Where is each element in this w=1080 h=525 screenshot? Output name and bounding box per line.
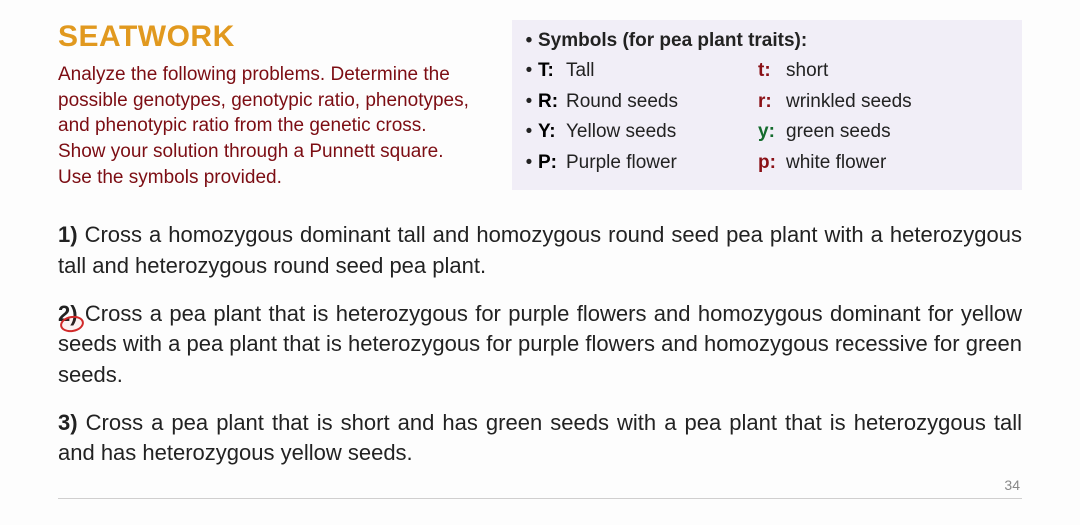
problem-1: 1) Cross a homozygous dominant tall and … <box>58 220 1022 281</box>
recessive-symbol: t: <box>758 56 780 86</box>
recessive-trait: white flower <box>786 148 886 178</box>
symbol-row: • Y: Yellow seeds y: green seeds <box>520 117 1014 147</box>
symbol-row: • T: Tall t: short <box>520 56 1014 86</box>
recessive-col: t: short <box>758 56 1014 86</box>
symbols-header: Symbols (for pea plant traits): <box>538 26 807 56</box>
recessive-col: y: green seeds <box>758 117 1014 147</box>
problem-number: 3) <box>58 410 78 435</box>
dominant-trait: Yellow seeds <box>566 117 676 147</box>
recessive-col: r: wrinkled seeds <box>758 87 1014 117</box>
symbols-header-row: • Symbols (for pea plant traits): <box>520 26 1014 56</box>
top-row: SEATWORK Analyze the following problems.… <box>58 20 1022 190</box>
problem-2: 2) Cross a pea plant that is heterozygou… <box>58 299 1022 390</box>
instructions-text: Analyze the following problems. Determin… <box>58 62 478 190</box>
symbol-row: • R: Round seeds r: wrinkled seeds <box>520 87 1014 117</box>
footer-divider <box>58 498 1022 499</box>
symbols-box: • Symbols (for pea plant traits): • T: T… <box>512 20 1022 190</box>
dominant-col: P: Purple flower <box>538 148 758 178</box>
problems-list: 1) Cross a homozygous dominant tall and … <box>58 220 1022 469</box>
dominant-col: T: Tall <box>538 56 758 86</box>
recessive-trait: green seeds <box>786 117 891 147</box>
recessive-col: p: white flower <box>758 148 1014 178</box>
dominant-trait: Tall <box>566 56 595 86</box>
dominant-symbol: P: <box>538 148 560 178</box>
problem-3: 3) Cross a pea plant that is short and h… <box>58 408 1022 469</box>
bullet-icon: • <box>520 26 538 56</box>
recessive-symbol: r: <box>758 87 780 117</box>
intro-column: SEATWORK Analyze the following problems.… <box>58 20 478 190</box>
bullet-icon: • <box>520 117 538 147</box>
recessive-symbol: p: <box>758 148 780 178</box>
dominant-trait: Purple flower <box>566 148 677 178</box>
recessive-trait: short <box>786 56 828 86</box>
page-number: 34 <box>1004 477 1020 493</box>
problem-number: 1) <box>58 222 78 247</box>
bullet-icon: • <box>520 148 538 178</box>
recessive-trait: wrinkled seeds <box>786 87 912 117</box>
page: SEATWORK Analyze the following problems.… <box>0 0 1080 525</box>
problem-text: Cross a pea plant that is short and has … <box>58 410 1022 465</box>
problem-number: 2) <box>58 301 78 326</box>
bullet-icon: • <box>520 56 538 86</box>
dominant-trait: Round seeds <box>566 87 678 117</box>
bullet-icon: • <box>520 87 538 117</box>
symbol-row: • P: Purple flower p: white flower <box>520 148 1014 178</box>
dominant-col: R: Round seeds <box>538 87 758 117</box>
seatwork-title: SEATWORK <box>58 20 478 54</box>
recessive-symbol: y: <box>758 117 780 147</box>
problem-text: Cross a pea plant that is heterozygous f… <box>58 301 1022 387</box>
dominant-symbol: T: <box>538 56 560 86</box>
problem-text: Cross a homozygous dominant tall and hom… <box>58 222 1022 277</box>
dominant-col: Y: Yellow seeds <box>538 117 758 147</box>
dominant-symbol: R: <box>538 87 560 117</box>
dominant-symbol: Y: <box>538 117 560 147</box>
